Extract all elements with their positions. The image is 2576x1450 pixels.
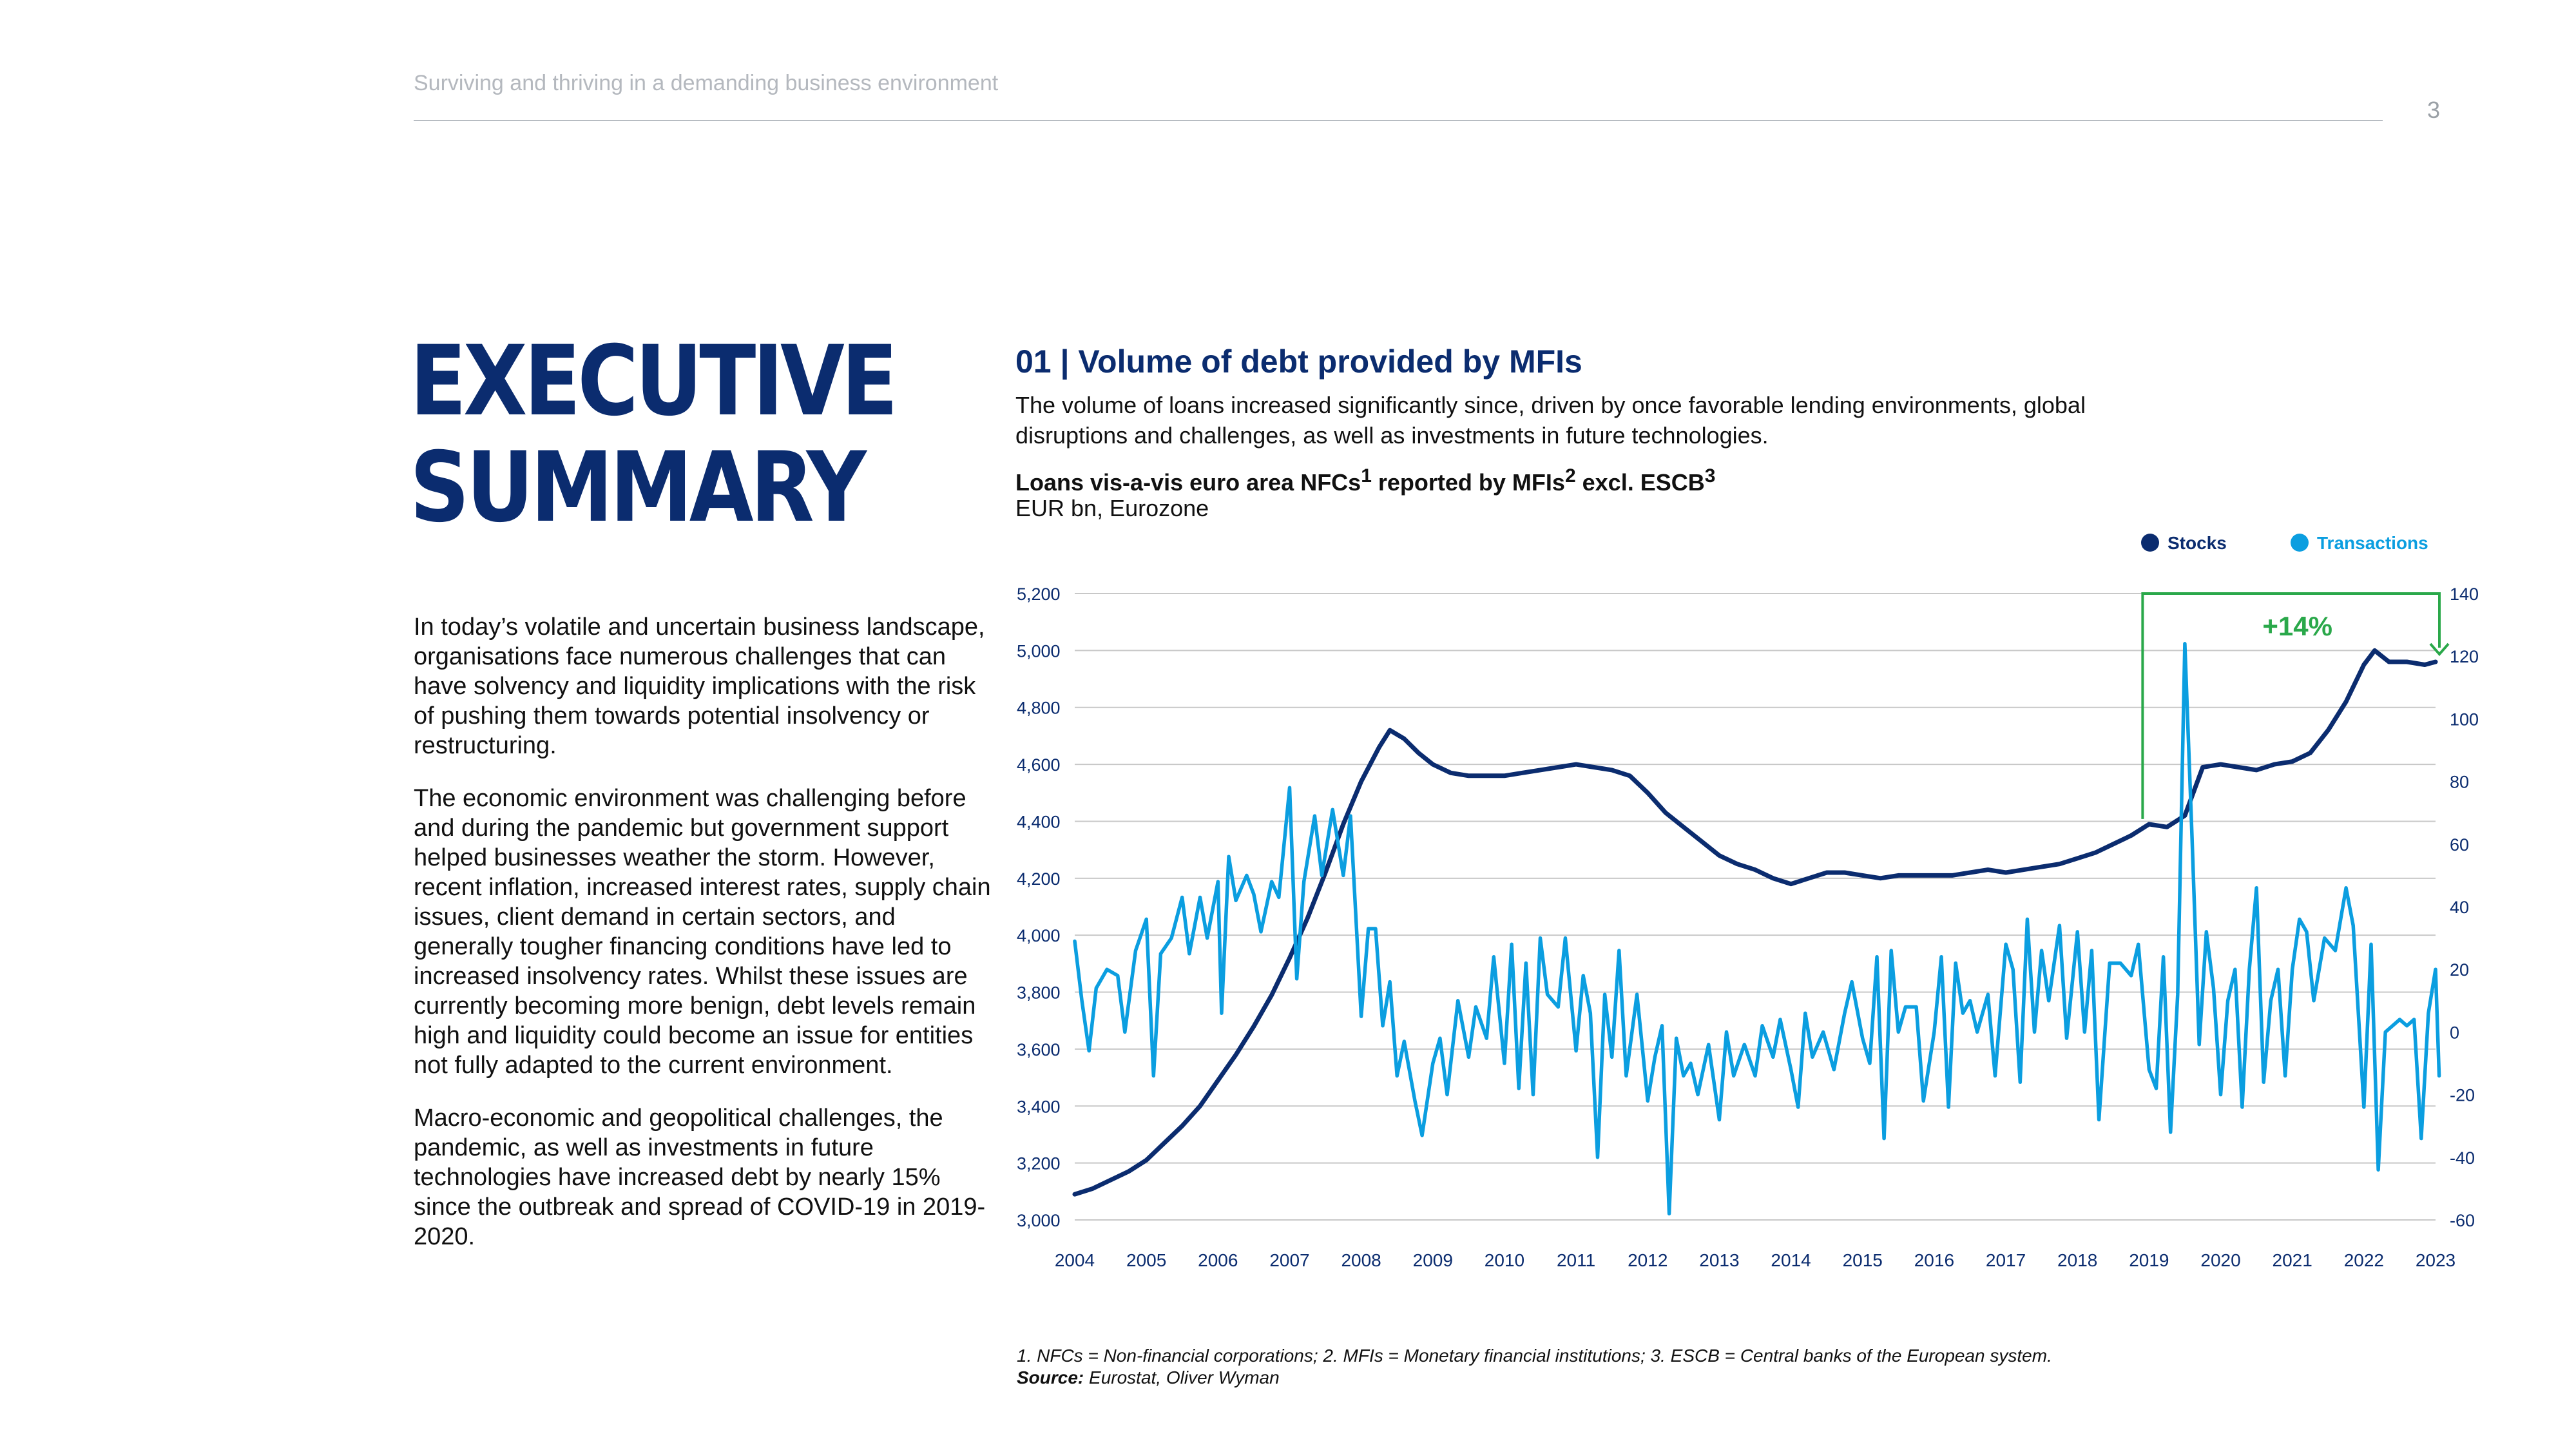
footnote-ref-2: 2 (1564, 465, 1576, 487)
transactions-series-line (1073, 642, 2441, 1216)
legend-label-stocks: Stocks (2167, 533, 2227, 553)
x-axis-tick-label: 2013 (1699, 1250, 1739, 1270)
growth-annotation-label: +14% (2262, 611, 2332, 641)
x-axis-tick-label: 2016 (1914, 1250, 1954, 1270)
right-axis-tick-label: 100 (2450, 710, 2479, 729)
right-axis-tick-label: 120 (2450, 647, 2479, 666)
x-axis-tick-label: 2009 (1413, 1250, 1453, 1270)
left-axis-tick-label: 4,800 (1017, 699, 1061, 718)
x-axis-tick-label: 2022 (2344, 1250, 2384, 1270)
x-axis-tick-label: 2005 (1126, 1250, 1166, 1270)
right-axis-tick-label: 60 (2450, 835, 2469, 855)
left-axis-tick-label: 5,200 (1017, 585, 1061, 604)
x-axis-tick-label: 2008 (1341, 1250, 1381, 1270)
source-note: Source: Eurostat, Oliver Wyman (1017, 1368, 1280, 1388)
right-axis-tick-label: 80 (2450, 773, 2469, 792)
footnote-ref-3: 3 (1704, 465, 1716, 487)
x-axis-tick-label: 2018 (2057, 1250, 2097, 1270)
left-axis-tick-label: 4,200 (1017, 869, 1061, 889)
left-axis-tick-label: 3,600 (1017, 1040, 1061, 1059)
chart-subtitle-part-3: excl. ESCB (1575, 469, 1705, 496)
summary-paragraph-3: Macro-economic and geopolitical challeng… (414, 1105, 986, 1250)
left-axis-tick-label: 3,400 (1017, 1097, 1061, 1116)
right-axis-tick-label: 20 (2450, 960, 2469, 980)
right-axis-tick-label: -60 (2450, 1211, 2475, 1230)
legend-swatch-transactions (2291, 534, 2309, 552)
x-axis-tick-label: 2019 (2129, 1250, 2169, 1270)
source-label: Source: (1017, 1368, 1084, 1387)
chart-title: 01 | Volume of debt provided by MFIs (1015, 343, 1582, 380)
legend-label-transactions: Transactions (2317, 533, 2428, 553)
chart-description: The volume of loans increased significan… (1015, 392, 2086, 449)
left-axis-tick-label: 3,200 (1017, 1154, 1061, 1174)
right-axis-tick-label: -20 (2450, 1086, 2475, 1105)
x-axis-tick-label: 2004 (1055, 1250, 1095, 1270)
section-title: EXECUTIVE SUMMARY (410, 329, 898, 544)
chart-subtitle-part-1: Loans vis-a-vis euro area NFCs (1015, 469, 1361, 496)
x-axis-tick-label: 2017 (1986, 1250, 2026, 1270)
x-axis-tick-label: 2023 (2416, 1250, 2456, 1270)
x-axis-tick-label: 2015 (1843, 1250, 1883, 1270)
footnote-definitions: 1. NFCs = Non-financial corporations; 2.… (1017, 1346, 2052, 1366)
legend-swatch-stocks (2141, 534, 2159, 552)
summary-body: In today’s volatile and uncertain busine… (414, 612, 994, 1275)
x-axis-tick-label: 2010 (1485, 1250, 1524, 1270)
left-axis-tick-label: 5,000 (1017, 641, 1061, 661)
chart-subtitle-part-2: reported by MFIs (1371, 469, 1565, 496)
footnote-ref-1: 1 (1361, 465, 1372, 487)
summary-paragraph-2: The economic environment was challenging… (414, 785, 991, 1079)
x-axis-tick-label: 2011 (1557, 1250, 1595, 1270)
left-axis-tick-label: 4,000 (1017, 926, 1061, 945)
left-axis-tick-label: 3,000 (1017, 1211, 1061, 1230)
section-title-line-1: EXECUTIVE (410, 325, 898, 438)
chart-subtitle: Loans vis-a-vis euro area NFCs1 reported… (1015, 465, 1715, 496)
right-axis-tick-label: -40 (2450, 1148, 2475, 1168)
x-axis-tick-label: 2020 (2200, 1250, 2240, 1270)
source-text: Eurostat, Oliver Wyman (1084, 1368, 1280, 1387)
x-axis-tick-label: 2014 (1771, 1250, 1811, 1270)
page-number: 3 (2427, 97, 2441, 123)
right-axis-tick-label: 0 (2450, 1023, 2459, 1042)
header-divider (414, 120, 2383, 121)
chart-unit: EUR bn, Eurozone (1015, 495, 1209, 521)
x-axis-tick-label: 2006 (1198, 1250, 1238, 1270)
growth-arrow-head (2429, 643, 2450, 657)
left-axis-tick-label: 4,400 (1017, 812, 1061, 831)
summary-paragraph-1: In today’s volatile and uncertain busine… (414, 614, 985, 759)
left-axis-tick-label: 4,600 (1017, 755, 1061, 775)
right-axis-tick-label: 140 (2450, 585, 2479, 604)
growth-bracket (2141, 592, 2441, 819)
x-axis-tick-label: 2007 (1269, 1250, 1309, 1270)
x-axis-tick-label: 2021 (2273, 1250, 2312, 1270)
right-axis-tick-label: 40 (2450, 898, 2469, 917)
x-axis-tick-label: 2012 (1628, 1250, 1668, 1270)
stocks-series-line (1072, 648, 2438, 1197)
left-axis-tick-label: 3,800 (1017, 983, 1061, 1003)
section-title-line-2: SUMMARY (410, 432, 867, 544)
header-title: Surviving and thriving in a demanding bu… (414, 71, 999, 95)
